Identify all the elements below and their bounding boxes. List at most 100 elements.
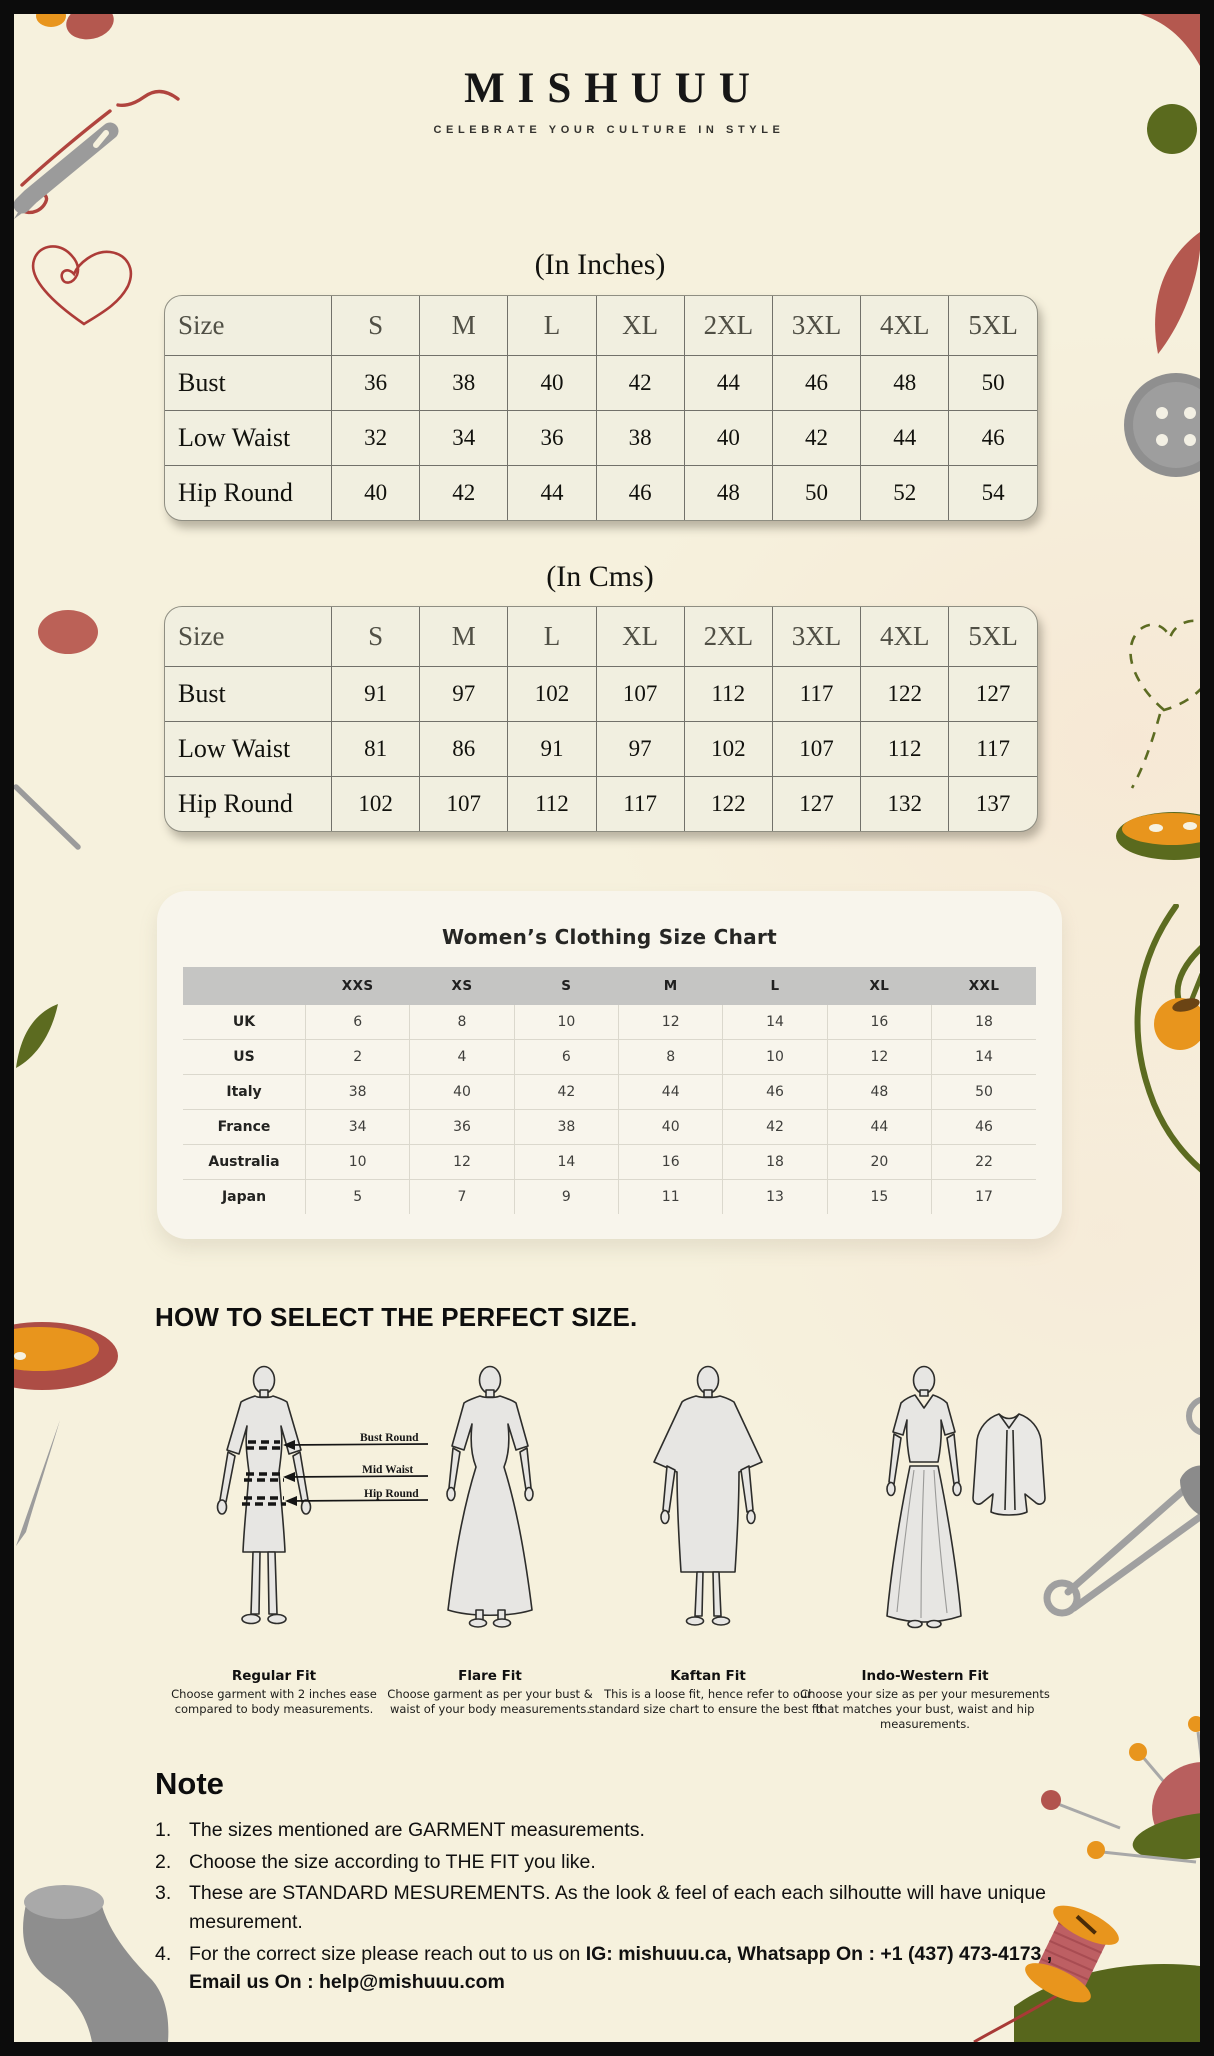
value-cell: 40 [683, 410, 773, 466]
value-cell: 81 [330, 721, 421, 777]
column-header: L [507, 607, 597, 667]
note-item-text: For the correct size please reach out to… [189, 1942, 1053, 1994]
value-cell: 46 [595, 465, 685, 520]
flare-fit-figure-icon [446, 1365, 534, 1628]
value-cell: 46 [771, 355, 862, 411]
row-label: US [182, 1039, 306, 1075]
value-cell: 18 [931, 1004, 1037, 1040]
column-header: XS [409, 966, 515, 1005]
column-header: S [330, 607, 421, 667]
value-cell: 91 [330, 666, 421, 722]
value-cell: 12 [618, 1004, 724, 1040]
value-cell: 102 [330, 776, 421, 831]
value-cell: 102 [683, 721, 773, 777]
leaf-icon [16, 1004, 58, 1068]
value-cell: 13 [722, 1179, 828, 1215]
button-icon [1124, 373, 1200, 477]
row-label: Bust [165, 355, 332, 411]
value-cell: 97 [419, 666, 509, 722]
fit-caption-kaftan: Kaftan Fit This is a loose fit, hence re… [588, 1668, 828, 1717]
inches-table-title: (In Inches) [534, 248, 666, 281]
value-cell: 5 [304, 1179, 411, 1215]
row-label: Hip Round [165, 465, 332, 520]
column-header: 5XL [948, 607, 1037, 667]
column-header: XL [595, 607, 685, 667]
value-cell: 122 [860, 666, 950, 722]
table-row: Hip Round 40 42 44 46 48 50 52 54 [165, 465, 1037, 520]
stitch-heart-icon [1129, 619, 1200, 789]
column-header: XL [826, 966, 933, 1005]
value-cell: 50 [931, 1074, 1037, 1110]
value-cell: 107 [595, 666, 685, 722]
conversion-chart-title: Women’s Clothing Size Chart [441, 925, 777, 949]
value-cell: 14 [931, 1039, 1037, 1075]
note-item-number: 4. [155, 1942, 172, 1965]
value-cell: 36 [409, 1109, 515, 1145]
brand-logo: MISHUUU [464, 65, 763, 112]
size-chart-page: MISHUUU CELEBRATE YOUR CULTURE IN STYLE … [14, 14, 1200, 2042]
column-header: S [513, 966, 620, 1005]
international-size-card: Women’s Clothing Size Chart XXS XS S M L XL XX… [157, 891, 1062, 1239]
row-label: Australia [182, 1144, 306, 1180]
value-cell: 97 [595, 721, 685, 777]
row-label: Italy [182, 1074, 306, 1110]
leaf-petal-icon [1140, 14, 1200, 66]
column-header: XL [595, 296, 685, 356]
value-cell: 112 [860, 721, 950, 777]
note-item: 2. Choose the size according to THE FIT … [155, 1848, 1071, 1877]
value-cell: 127 [771, 776, 862, 831]
value-cell: 91 [507, 721, 597, 777]
value-cell: 50 [771, 465, 862, 520]
value-cell: 117 [948, 721, 1037, 777]
value-cell: 11 [618, 1179, 724, 1215]
table-row: Japan 5 7 9 11 13 15 17 [182, 1179, 1037, 1215]
row-label: Low Waist [165, 410, 332, 466]
table-row: US 2 4 6 8 10 12 14 [182, 1039, 1037, 1075]
value-cell: 42 [722, 1109, 828, 1145]
value-cell: 16 [826, 1004, 933, 1040]
value-cell: 16 [618, 1144, 724, 1180]
value-cell: 44 [618, 1074, 724, 1110]
note-item: 4. For the correct size please reach out… [155, 1940, 1071, 1997]
row-label: Japan [182, 1179, 306, 1215]
table-row: Australia 10 12 14 16 18 20 22 [182, 1144, 1037, 1180]
value-cell: 42 [419, 465, 509, 520]
value-cell: 34 [419, 410, 509, 466]
fit-name: Regular Fit [231, 1668, 317, 1684]
value-cell: 48 [860, 355, 950, 411]
value-cell: 46 [948, 410, 1037, 466]
bust-round-label: Bust Round [360, 1432, 419, 1444]
value-cell: 127 [948, 666, 1037, 722]
value-cell: 14 [513, 1144, 620, 1180]
table-row: UK 6 8 10 12 14 16 18 [182, 1004, 1037, 1040]
table-row: Low Waist 32 34 36 38 40 42 44 46 [165, 410, 1037, 466]
value-cell: 112 [507, 776, 597, 831]
fit-name: Indo-Western Fit [861, 1668, 989, 1684]
note-item-number: 3. [155, 1882, 172, 1905]
cms-table-title: (In Cms) [546, 560, 654, 593]
fit-description: Choose garment as per your bust & waist … [387, 1687, 593, 1717]
value-cell: 40 [330, 465, 421, 520]
value-cell: 44 [507, 465, 597, 520]
note-item-number: 2. [155, 1850, 172, 1873]
value-cell: 50 [948, 355, 1037, 411]
value-cell: 46 [722, 1074, 828, 1110]
table-row: Bust 36 38 40 42 44 46 48 50 [165, 355, 1037, 411]
value-cell: 36 [330, 355, 421, 411]
value-cell: 107 [419, 776, 509, 831]
value-cell: 48 [683, 465, 773, 520]
value-cell: 15 [826, 1179, 933, 1215]
fit-description: Choose garment with 2 inches ease compar… [171, 1687, 377, 1717]
value-cell: 137 [948, 776, 1037, 831]
column-header: S [330, 296, 421, 356]
value-cell: 7 [409, 1179, 515, 1215]
kaftan-fit-figure-icon [653, 1365, 763, 1626]
note-item-number: 1. [155, 1819, 172, 1841]
column-header: 2XL [683, 296, 773, 356]
value-cell: 8 [409, 1004, 515, 1040]
value-cell: 107 [771, 721, 862, 777]
note-section: Note 1. The sizes mentioned are GARMENT … [155, 1766, 1071, 2000]
value-cell: 40 [507, 355, 597, 411]
table-row: Low Waist 81 86 91 97 102 107 112 117 [165, 721, 1037, 777]
column-header: XXS [304, 966, 411, 1005]
